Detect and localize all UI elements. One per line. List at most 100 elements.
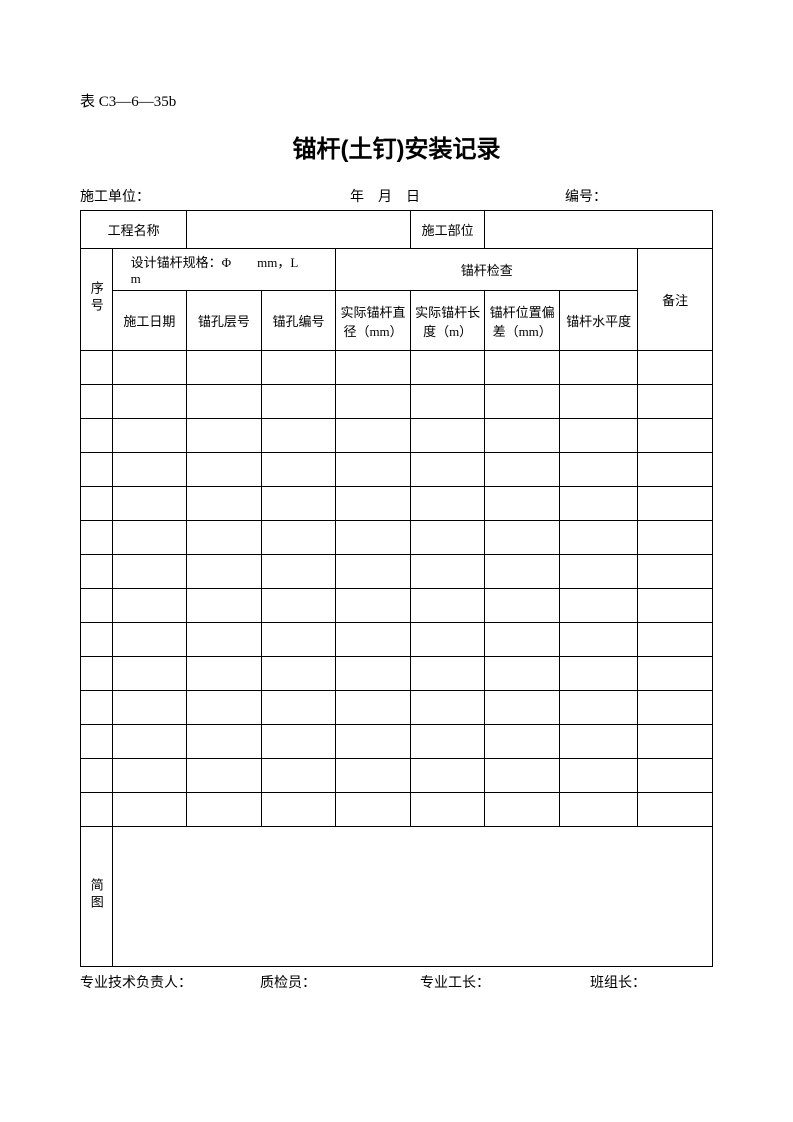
data-cell <box>410 453 485 487</box>
signature-row: 专业技术负责人： 质检员： 专业工长： 班组长： <box>80 972 713 992</box>
sig-foreman: 专业工长： <box>420 972 590 992</box>
data-cell <box>559 657 637 691</box>
data-cell <box>638 793 713 827</box>
data-cell <box>112 623 187 657</box>
data-cell <box>485 521 560 555</box>
data-cell <box>410 725 485 759</box>
data-cell <box>559 793 637 827</box>
main-table: 工程名称 施工部位 序号 设计锚杆规格：Φ mm，L m 锚杆检查 备注 施工日… <box>80 210 713 967</box>
data-cell <box>187 487 262 521</box>
table-row <box>81 691 713 725</box>
data-cell <box>485 793 560 827</box>
data-cell <box>559 725 637 759</box>
data-cell <box>410 555 485 589</box>
table-row <box>81 623 713 657</box>
data-cell <box>261 453 336 487</box>
data-cell <box>559 691 637 725</box>
data-cell <box>81 793 113 827</box>
cell-construction-part <box>485 211 713 249</box>
data-cell <box>336 793 411 827</box>
data-cell <box>261 351 336 385</box>
data-cell <box>410 351 485 385</box>
data-cell <box>187 793 262 827</box>
data-cell <box>559 521 637 555</box>
data-cell <box>485 453 560 487</box>
data-cell <box>638 453 713 487</box>
data-cell <box>81 691 113 725</box>
hdr-spec: 设计锚杆规格：Φ mm，L m <box>112 249 336 291</box>
data-cell <box>410 759 485 793</box>
data-cell <box>485 385 560 419</box>
data-cell <box>638 657 713 691</box>
data-cell <box>187 623 262 657</box>
data-cell <box>261 419 336 453</box>
data-cell <box>336 555 411 589</box>
data-cell <box>112 589 187 623</box>
data-cell <box>81 453 113 487</box>
hdr-seq: 序号 <box>81 249 113 351</box>
data-cell <box>187 351 262 385</box>
data-cell <box>112 725 187 759</box>
meta-no-label: 编号： <box>565 186 713 206</box>
data-cell <box>261 589 336 623</box>
data-cell <box>638 487 713 521</box>
data-cell <box>261 555 336 589</box>
hdr-level: 锚杆水平度 <box>559 291 637 351</box>
sig-tech: 专业技术负责人： <box>80 972 260 992</box>
data-cell <box>559 385 637 419</box>
data-cell <box>485 623 560 657</box>
data-cell <box>112 691 187 725</box>
data-cell <box>410 521 485 555</box>
table-row <box>81 453 713 487</box>
data-cell <box>638 725 713 759</box>
data-cell <box>336 725 411 759</box>
data-cell <box>559 589 637 623</box>
data-cell <box>638 691 713 725</box>
data-cell <box>261 385 336 419</box>
table-row <box>81 725 713 759</box>
hdr-pos-dev: 锚杆位置偏差（mm） <box>485 291 560 351</box>
data-cell <box>81 385 113 419</box>
data-cell <box>187 657 262 691</box>
table-row <box>81 589 713 623</box>
data-cell <box>81 623 113 657</box>
data-cell <box>112 385 187 419</box>
data-cell <box>559 555 637 589</box>
data-cell <box>485 419 560 453</box>
data-cell <box>187 555 262 589</box>
meta-row: 施工单位： 年 月 日 编号： <box>80 186 713 206</box>
data-cell <box>485 725 560 759</box>
data-cell <box>187 419 262 453</box>
data-cell <box>410 487 485 521</box>
data-cell <box>81 657 113 691</box>
data-cell <box>410 793 485 827</box>
data-cell <box>559 351 637 385</box>
meta-unit-label: 施工单位： <box>80 186 350 206</box>
data-cell <box>336 521 411 555</box>
data-cell <box>336 351 411 385</box>
data-cell <box>81 589 113 623</box>
data-cell <box>638 521 713 555</box>
data-cell <box>81 759 113 793</box>
data-cell <box>81 487 113 521</box>
data-cell <box>485 589 560 623</box>
table-row <box>81 793 713 827</box>
data-cell <box>81 521 113 555</box>
data-cell <box>336 759 411 793</box>
data-cell <box>81 555 113 589</box>
hdr-actual-len: 实际锚杆长度（m） <box>410 291 485 351</box>
form-code: 表 C3—6—35b <box>80 90 713 111</box>
data-cell <box>112 521 187 555</box>
hdr-actual-dia: 实际锚杆直径（mm） <box>336 291 411 351</box>
data-cell <box>638 555 713 589</box>
data-cell <box>559 453 637 487</box>
meta-date: 年 月 日 <box>350 186 565 206</box>
data-cell <box>336 419 411 453</box>
cell-project-name <box>187 211 411 249</box>
data-cell <box>261 657 336 691</box>
data-cell <box>187 759 262 793</box>
data-cell <box>336 487 411 521</box>
data-cell <box>410 657 485 691</box>
data-cell <box>485 657 560 691</box>
data-cell <box>336 691 411 725</box>
